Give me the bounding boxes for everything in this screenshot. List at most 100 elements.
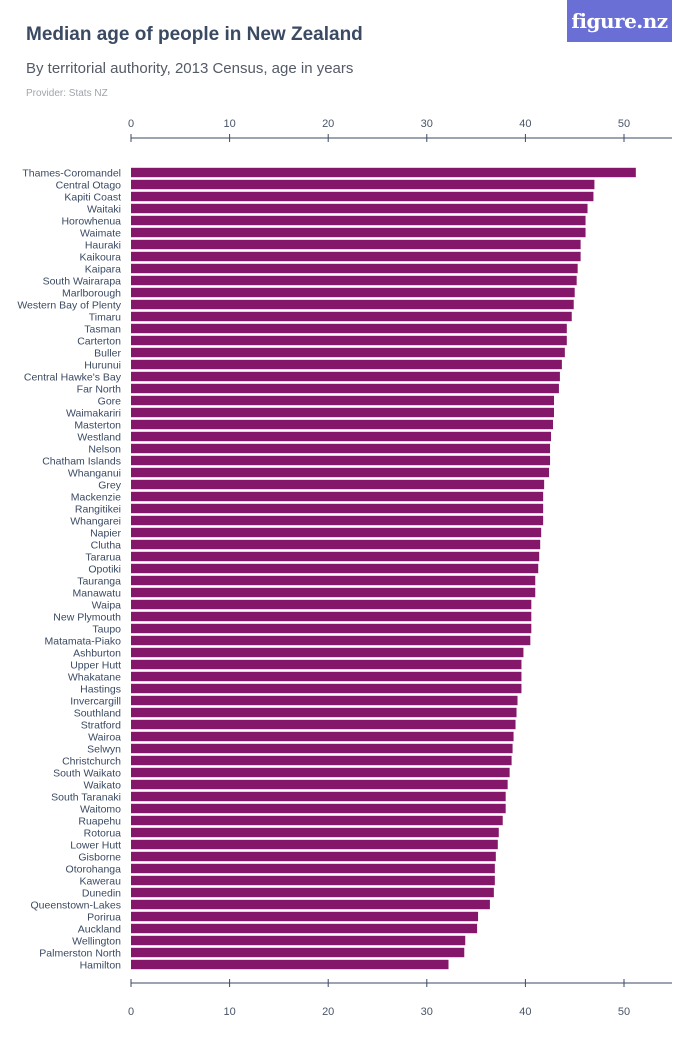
bar	[131, 443, 551, 454]
bar	[131, 323, 567, 334]
category-label: Hamilton	[80, 959, 122, 971]
category-label: Chatham Islands	[42, 455, 121, 467]
category-label: Rotorua	[84, 827, 122, 839]
category-label: Kaipara	[85, 263, 121, 275]
bar	[131, 563, 539, 574]
bar	[131, 839, 498, 850]
x-axis-top-tick-label: 40	[519, 118, 531, 130]
bar	[131, 395, 554, 406]
category-label: Grey	[98, 479, 122, 491]
bar	[131, 803, 506, 814]
bar	[131, 455, 551, 466]
bar	[131, 875, 495, 886]
x-axis-bottom-tick-label: 20	[322, 1006, 334, 1018]
category-label: Hastings	[80, 683, 121, 695]
bar	[131, 827, 499, 838]
bar	[131, 419, 554, 430]
category-label: Tararua	[85, 551, 121, 563]
category-label: Far North	[77, 383, 122, 395]
bar	[131, 815, 503, 826]
bar	[131, 671, 522, 682]
category-label: Gisborne	[78, 851, 121, 863]
category-label: Waimakariri	[66, 407, 121, 419]
bar	[131, 287, 575, 298]
category-label: Taupo	[92, 623, 121, 635]
x-axis-bottom-tick-label: 10	[223, 1006, 235, 1018]
bar	[131, 263, 578, 274]
bar	[131, 239, 581, 250]
bar	[131, 347, 565, 358]
category-label: Matamata-Piako	[45, 635, 122, 647]
category-label: Horowhenua	[61, 215, 121, 227]
category-label: Kaikoura	[80, 251, 122, 263]
category-label: Nelson	[88, 443, 121, 455]
bar	[131, 275, 577, 286]
bar	[131, 755, 512, 766]
category-label: Waitomo	[80, 803, 121, 815]
bar	[131, 779, 508, 790]
category-label: Palmerston North	[39, 947, 121, 959]
category-label: Masterton	[74, 419, 121, 431]
bar	[131, 227, 586, 238]
category-label: New Plymouth	[53, 611, 121, 623]
bar	[131, 299, 574, 310]
figure-nz-logo[interactable]: figure.nz	[567, 0, 672, 42]
category-label: Otorohanga	[66, 863, 122, 875]
category-label: Timaru	[89, 311, 121, 323]
x-axis-top-tick-label: 50	[618, 118, 630, 130]
x-axis-top-tick-label: 0	[128, 118, 134, 130]
x-axis-top-tick-label: 10	[223, 118, 235, 130]
category-label: Central Hawke's Bay	[24, 371, 122, 383]
bar	[131, 647, 524, 658]
category-label: Mackenzie	[71, 491, 121, 503]
bar	[131, 707, 517, 718]
bar	[131, 215, 586, 226]
category-label: Queenstown-Lakes	[31, 899, 121, 911]
category-label: Clutha	[91, 539, 122, 551]
category-label: Waipa	[92, 599, 122, 611]
bar	[131, 203, 588, 214]
bar	[131, 539, 541, 550]
category-label: Wairoa	[88, 731, 121, 743]
bar	[131, 611, 532, 622]
bar	[131, 887, 494, 898]
category-label: Carterton	[77, 335, 121, 347]
category-label: Opotiki	[88, 563, 121, 575]
x-axis-bottom-tick-label: 0	[128, 1006, 134, 1018]
category-label: Selwyn	[87, 743, 121, 755]
category-label: Napier	[90, 527, 121, 539]
category-label: Hurunui	[84, 359, 121, 371]
category-label: Ruapehu	[78, 815, 121, 827]
chart-title: Median age of people in New Zealand	[26, 24, 363, 45]
bar	[131, 359, 562, 370]
category-label: Whanganui	[68, 467, 121, 479]
category-label: South Waikato	[53, 767, 121, 779]
bar	[131, 251, 581, 262]
category-label: Thames-Coromandel	[22, 167, 121, 179]
bar	[131, 515, 544, 526]
bar	[131, 923, 478, 934]
category-label: Southland	[74, 707, 121, 719]
category-label: Western Bay of Plenty	[17, 299, 121, 311]
category-label: Whangarei	[70, 515, 121, 527]
bar	[131, 743, 513, 754]
bar	[131, 179, 595, 190]
bar	[131, 935, 466, 946]
chart-subtitle: By territorial authority, 2013 Census, a…	[26, 60, 354, 77]
category-label: Wellington	[72, 935, 121, 947]
bar	[131, 623, 532, 634]
bars-group	[131, 167, 636, 970]
category-label: Rangitikei	[75, 503, 121, 515]
category-label: Waitaki	[87, 203, 121, 215]
category-label: Gore	[98, 395, 122, 407]
bar	[131, 167, 636, 178]
x-axis-bottom: 0 10 20 30 40 50	[128, 979, 672, 1018]
bar	[131, 695, 518, 706]
category-label: Kapiti Coast	[64, 191, 121, 203]
bar	[131, 599, 532, 610]
bar	[131, 371, 560, 382]
bar	[131, 767, 510, 778]
bar	[131, 731, 514, 742]
